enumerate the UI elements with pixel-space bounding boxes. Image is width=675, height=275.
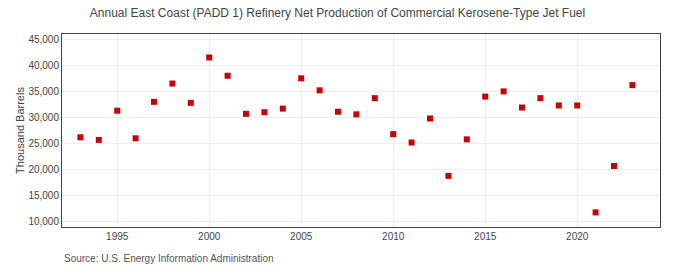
svg-text:35,000: 35,000: [28, 86, 59, 97]
svg-text:2015: 2015: [474, 231, 497, 242]
svg-text:Source: U.S. Energy Informatio: Source: U.S. Energy Information Administ…: [64, 253, 274, 264]
svg-text:2010: 2010: [382, 231, 405, 242]
svg-text:2020: 2020: [566, 231, 589, 242]
svg-text:45,000: 45,000: [28, 34, 59, 45]
svg-text:2005: 2005: [290, 231, 313, 242]
svg-text:25,000: 25,000: [28, 138, 59, 149]
svg-text:Annual East Coast (PADD 1) Ref: Annual East Coast (PADD 1) Refinery Net …: [90, 6, 585, 20]
svg-text:40,000: 40,000: [28, 60, 59, 71]
svg-text:1995: 1995: [106, 231, 129, 242]
svg-text:10,000: 10,000: [28, 216, 59, 227]
svg-text:15,000: 15,000: [28, 190, 59, 201]
svg-text:30,000: 30,000: [28, 112, 59, 123]
svg-text:Thousand Barrels: Thousand Barrels: [14, 87, 26, 174]
svg-text:20,000: 20,000: [28, 164, 59, 175]
svg-text:2000: 2000: [198, 231, 221, 242]
